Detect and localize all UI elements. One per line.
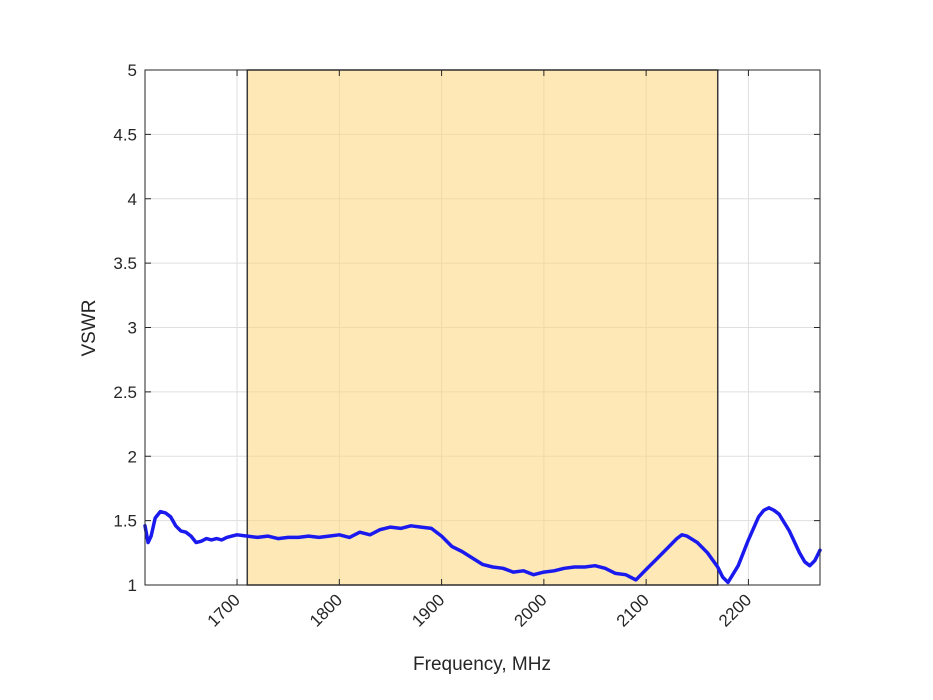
y-tick-label: 2 [128, 447, 137, 466]
x-tick-label: 2000 [511, 590, 551, 630]
y-tick-label: 2.5 [113, 383, 137, 402]
x-tick-label: 1700 [204, 590, 244, 630]
x-tick-label: 2200 [715, 590, 755, 630]
frequency-band [246, 69, 719, 586]
x-tick-label: 1800 [306, 590, 346, 630]
y-tick-label: 1 [128, 576, 137, 595]
x-tick-label: 1900 [408, 590, 448, 630]
y-tick-label: 5 [128, 61, 137, 80]
x-tick-label: 2100 [613, 590, 653, 630]
y-tick-label: 3.5 [113, 254, 137, 273]
y-tick-label: 4 [128, 190, 137, 209]
y-tick-label: 3 [128, 319, 137, 338]
y-tick-label: 4.5 [113, 125, 137, 144]
y-axis-label: VSWR [79, 300, 100, 357]
x-axis-ticks: 1700 1800 1900 2000 2100 2200 [204, 70, 755, 631]
series-layer [143, 506, 822, 585]
y-axis-ticks: 1 1.5 2 2.5 3 3.5 4 4.5 5 [113, 61, 820, 595]
vswr-series-line [143, 506, 822, 585]
x-axis-label: Frequency, MHz [413, 654, 551, 675]
y-tick-label: 1.5 [113, 512, 137, 531]
band-rect [246, 69, 719, 586]
